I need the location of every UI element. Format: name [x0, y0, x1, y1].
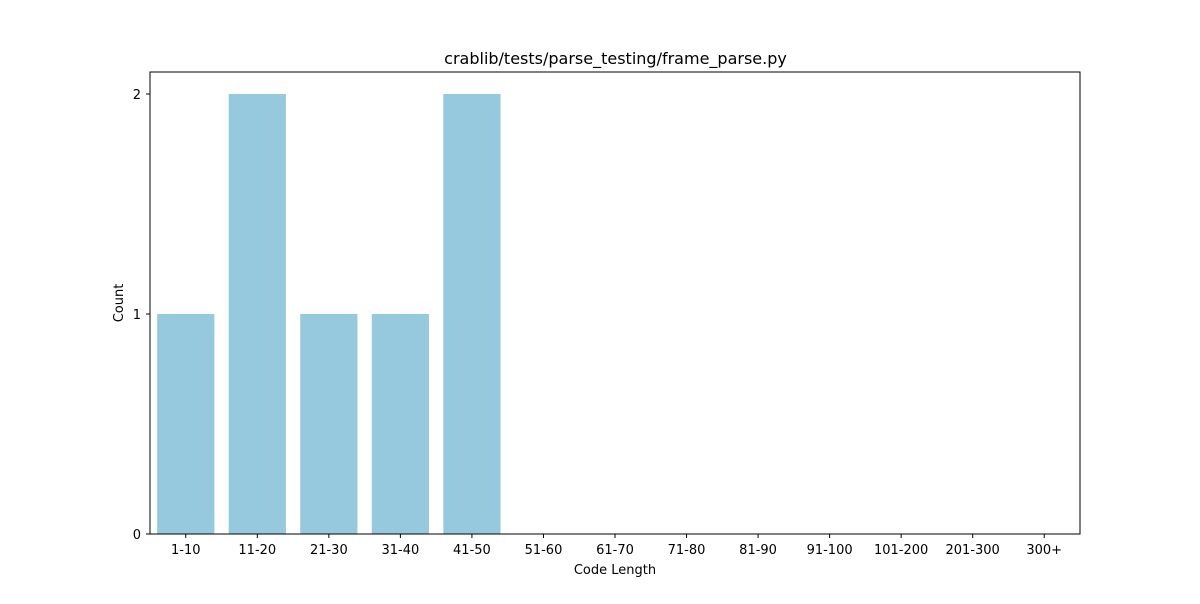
- y-axis-ticks: 0 1 2: [133, 88, 150, 543]
- x-tick-label: 21-30: [310, 543, 348, 558]
- bar-1-10: [157, 314, 215, 534]
- x-tick-label: 1-10: [171, 543, 201, 558]
- bars-group: [157, 94, 501, 534]
- y-axis-label: Count: [112, 284, 127, 323]
- y-tick-label: 2: [133, 88, 141, 103]
- x-tick-label: 31-40: [381, 543, 419, 558]
- bar-41-50: [443, 94, 501, 534]
- x-tick-label: 61-70: [596, 543, 634, 558]
- x-axis-label: Code Length: [574, 563, 656, 578]
- x-tick-label: 300+: [1026, 543, 1062, 558]
- chart-title: crablib/tests/parse_testing/frame_parse.…: [444, 49, 787, 69]
- x-tick-label: 51-60: [525, 543, 563, 558]
- bar-21-30: [300, 314, 358, 534]
- x-tick-label: 71-80: [668, 543, 706, 558]
- y-tick-label: 0: [133, 528, 141, 543]
- plot-frame: [149, 71, 1081, 535]
- x-axis-ticks: 1-10 11-20 21-30 31-40 41-50 51-60 61-70 71-80 8…: [171, 534, 1062, 558]
- bar-31-40: [371, 314, 429, 534]
- x-tick-label: 91-100: [807, 543, 853, 558]
- x-tick-label: 201-300: [946, 543, 1000, 558]
- y-tick-label: 1: [133, 308, 141, 323]
- x-tick-label: 101-200: [874, 543, 928, 558]
- x-tick-label: 11-20: [238, 543, 276, 558]
- x-tick-label: 41-50: [453, 543, 491, 558]
- bar-11-20: [228, 94, 286, 534]
- x-tick-label: 81-90: [739, 543, 777, 558]
